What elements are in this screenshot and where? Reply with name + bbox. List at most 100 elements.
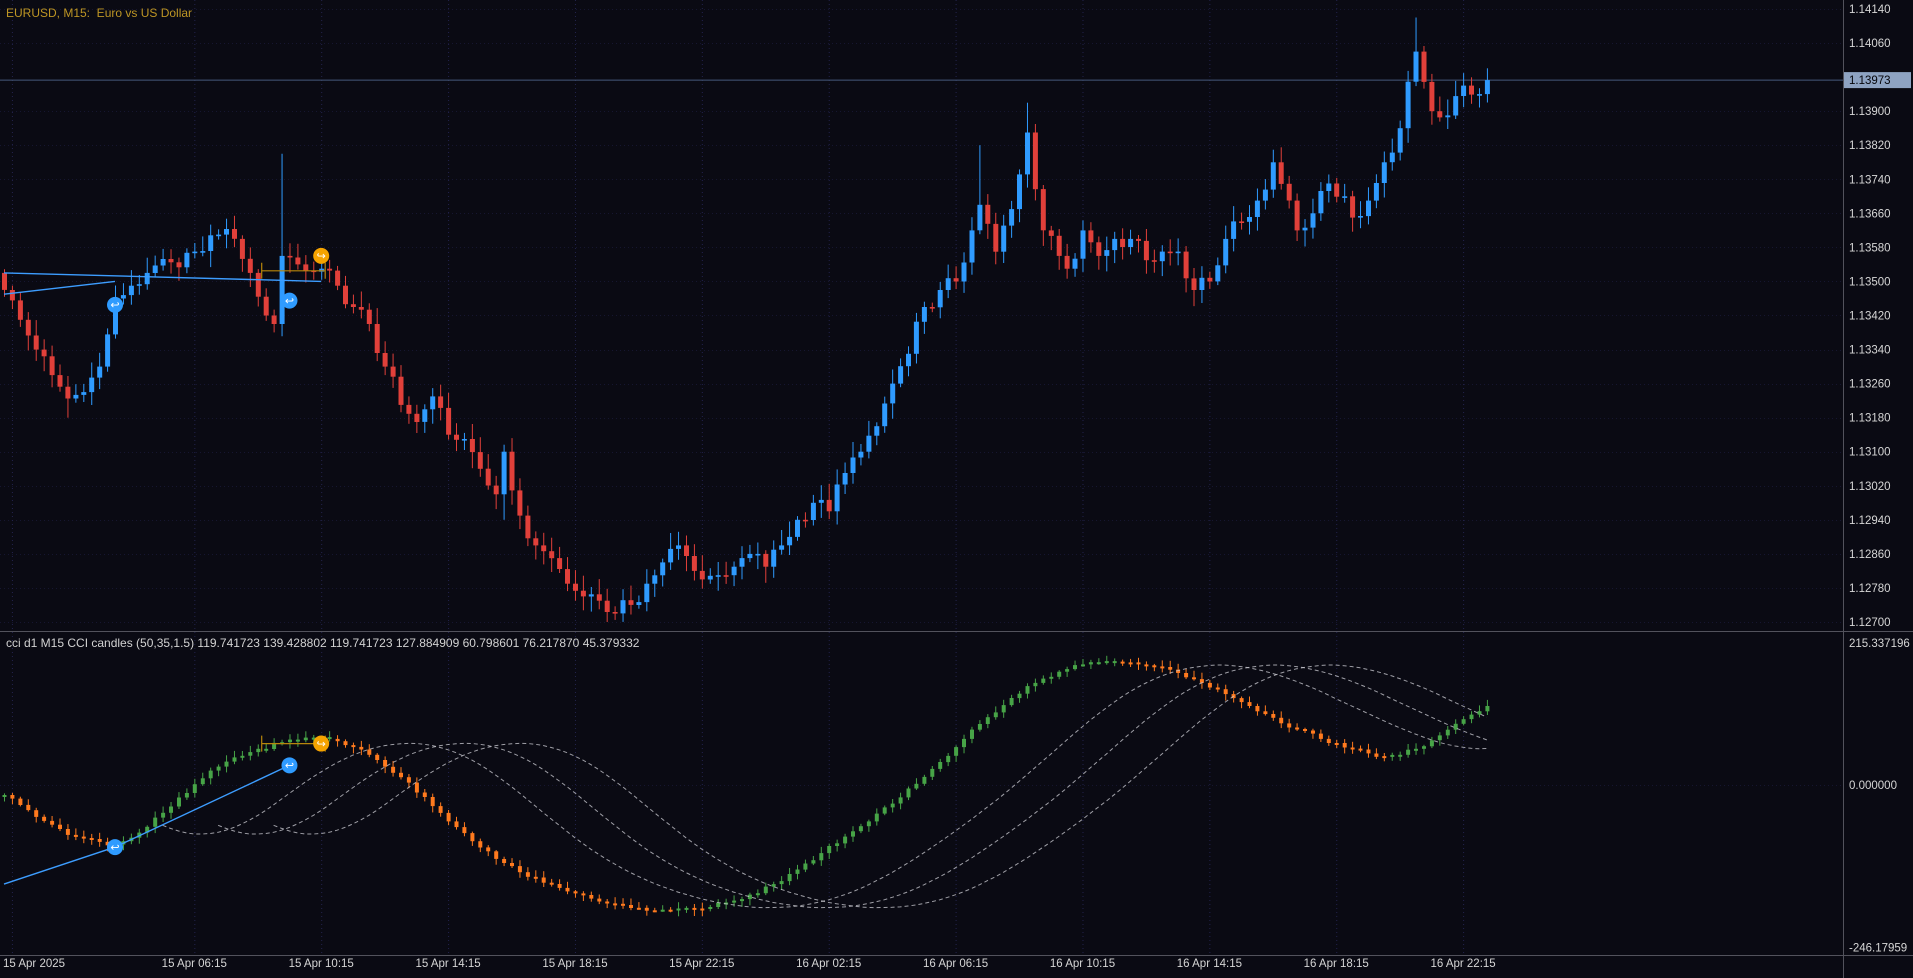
candle-body [1350, 196, 1356, 218]
candle-body [787, 536, 793, 546]
price-tick-label: 1.12860 [1849, 549, 1891, 561]
price-scale[interactable]: 1.14140 1.14060 1.13900 1.13820 1.13740 1.136… [1849, 4, 1891, 629]
candle-body [33, 335, 39, 350]
indicator-scale[interactable]: 215.337196 0.000000 -246.17959 [1849, 638, 1910, 954]
trade-marker-icon[interactable]: ↪ [313, 247, 330, 264]
cci-body [1176, 669, 1181, 673]
cci-body [264, 748, 269, 751]
cci-body [1429, 740, 1434, 747]
candle-body [945, 278, 951, 290]
cci-body [1144, 664, 1149, 667]
candle-body [961, 262, 967, 282]
cci-body [50, 820, 55, 825]
candle-body [469, 439, 475, 453]
candle-body [216, 234, 222, 237]
cci-body [105, 841, 110, 846]
cci-ma-curve[interactable] [217, 664, 1488, 909]
candle-body [668, 548, 674, 563]
time-tick-label: 15 Apr 14:15 [415, 958, 480, 970]
cci-body [890, 803, 895, 808]
candle-body [1484, 80, 1490, 95]
candle-body [898, 366, 904, 384]
cci-body [1342, 743, 1347, 748]
cci-body [73, 834, 78, 837]
candle-body [1437, 111, 1443, 118]
cci-ma-curve[interactable] [162, 664, 1487, 909]
candle-body [1270, 162, 1276, 190]
cci-body [200, 778, 205, 785]
trade-marker-icon[interactable]: ↩ [107, 839, 124, 856]
cci-candles-series [2, 655, 1490, 917]
trendline[interactable] [3, 280, 116, 295]
price-tick-label: 1.13420 [1849, 311, 1891, 323]
cci-body [486, 847, 491, 852]
cci-body [605, 901, 610, 904]
cci-body [1136, 662, 1141, 665]
trade-marker-icon[interactable]: ↪ [313, 735, 330, 752]
grid-layer [0, 0, 1843, 955]
cci-body [494, 851, 499, 859]
candle-body [1405, 81, 1411, 129]
candle-body [1334, 183, 1340, 197]
cci-body [597, 898, 602, 902]
cci-body [1311, 730, 1315, 734]
trade-marker-icon[interactable]: ↩ [281, 757, 298, 774]
cci-body [517, 866, 522, 873]
cci-body [1477, 711, 1482, 715]
marker-arrow-glyph: ↩ [110, 842, 119, 854]
candle-body [1254, 200, 1260, 217]
trendline[interactable] [3, 764, 290, 885]
cci-body [1199, 679, 1204, 683]
candle-body [509, 451, 515, 491]
cci-body [224, 761, 229, 767]
candle-body [461, 439, 467, 441]
cci-body [1017, 693, 1022, 699]
cci-body [169, 806, 173, 813]
candle-body [1009, 209, 1015, 226]
cci-body [827, 846, 832, 854]
markers-layer: ↩ ↩ ↪ ↩ ↩ ↪ [107, 247, 330, 856]
current-price-tag: 1.13973 [1844, 72, 1911, 89]
time-tick-label: 16 Apr 18:15 [1304, 958, 1369, 970]
trade-marker-icon[interactable]: ↩ [107, 296, 124, 313]
candle-body [1302, 227, 1308, 231]
candle-body [1445, 115, 1451, 118]
candle-body [882, 403, 888, 427]
price-tick-label: 1.13820 [1849, 140, 1891, 152]
candle-body [2, 272, 7, 290]
candle-body [1017, 174, 1022, 210]
cci-body [438, 806, 443, 813]
candle-body [1231, 221, 1237, 239]
cci-body [65, 829, 70, 835]
candle-body [200, 251, 206, 253]
trendline[interactable] [3, 272, 322, 283]
cci-body [1469, 714, 1474, 720]
candle-body [1469, 85, 1474, 95]
candle-body [691, 556, 697, 571]
marker-arrow-glyph: ↪ [317, 251, 326, 263]
cci-body [668, 909, 673, 912]
cci-body [208, 770, 213, 779]
cci-body [1271, 714, 1276, 718]
cci-ma-curve[interactable] [273, 664, 1488, 909]
range-bracket[interactable] [261, 262, 326, 279]
time-scale[interactable]: 15 Apr 2025 15 Apr 06:15 15 Apr 10:15 15 Ap… [3, 958, 1496, 970]
candle-body [620, 600, 626, 614]
cci-body [430, 797, 435, 807]
candle-body [1128, 238, 1134, 247]
candle-body [41, 349, 47, 357]
price-tick-label: 1.13580 [1849, 242, 1891, 254]
candle-body [707, 575, 713, 580]
cci-body [1303, 729, 1307, 731]
cci-body [866, 821, 871, 827]
time-tick-label: 16 Apr 06:15 [923, 958, 988, 970]
candle-body [612, 612, 618, 614]
cci-body [1112, 661, 1117, 664]
trade-marker-icon[interactable]: ↩ [281, 292, 298, 309]
cci-body [1184, 673, 1189, 678]
cci-body [446, 812, 451, 822]
cci-body [700, 908, 705, 911]
cci-body [874, 813, 879, 822]
